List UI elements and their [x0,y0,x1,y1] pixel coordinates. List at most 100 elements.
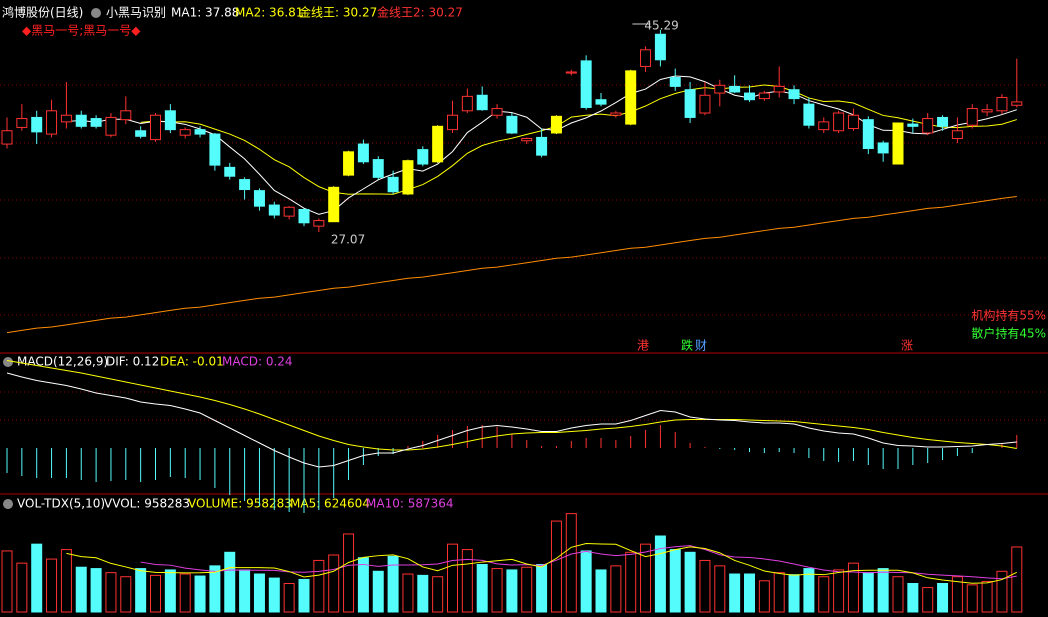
low-label: 27.07 [331,233,365,247]
candle-body [669,77,681,87]
candle-body [16,118,28,128]
vol-ma10-line [140,545,1017,580]
volume-bar [253,573,265,613]
volume-bar [357,557,369,613]
volume-bar [60,549,72,613]
candle-body [328,186,340,223]
candle-body [966,108,978,126]
volume-bar [491,568,503,613]
candle-body [357,143,369,163]
candle-body [580,60,592,108]
volume-bar [714,565,726,613]
candle-body [179,129,191,136]
candle-body [595,99,607,105]
candle-body [150,114,161,141]
candle-body [90,118,102,127]
event-tag[interactable]: 跌 [681,338,693,353]
candle-body [1,130,13,145]
volume-bar [610,565,622,613]
volume-bar [744,573,755,613]
high-label: 45.29 [644,18,678,32]
volume-bar [729,573,741,613]
candle-body [239,179,251,191]
volume-bar [521,566,533,613]
menu-icon[interactable] [3,499,13,509]
volume-bar [328,554,340,613]
candle-body [729,85,741,93]
candle-body [298,208,310,224]
candle-body [1011,101,1023,106]
candle-body [164,110,176,131]
candle-body [684,89,696,118]
volume-bar [699,559,711,613]
volume-bar [447,543,458,613]
event-tag[interactable]: 涨 [901,338,913,353]
candle-body [447,114,458,131]
holding-label: 散户持有45% [971,326,1046,341]
volume-bar [343,533,355,613]
volume-bar [536,564,548,613]
volume-bar [268,577,280,613]
menu-icon[interactable] [3,357,13,367]
volume-bar [461,549,473,613]
candle-body [788,89,800,100]
macd-title: MACD(12,26,9) [17,355,108,369]
menu-icon[interactable] [91,8,101,18]
volume-bar [833,569,845,613]
volume-bar [209,565,221,613]
volume-bar [550,520,562,613]
volume-bar [506,569,518,613]
event-tag[interactable]: 港 [637,339,649,353]
candle-body [46,110,58,135]
candle-body [491,108,503,116]
volume-bar [595,569,607,613]
volume-bar [239,569,251,613]
candle-body [640,49,652,67]
volume-bar [684,551,696,613]
candle-body [773,85,785,93]
candle-body [521,138,533,142]
volume-bar [298,578,310,613]
candle-body [417,149,429,165]
indicator-name: 小黑马识别 [106,6,166,20]
candle-body [565,71,577,74]
volume-bar [640,543,652,613]
candle-body [283,206,295,217]
vol-ma5-line [66,542,1018,584]
candle-body [758,92,770,100]
candle-body [847,114,859,130]
volume-label: VOLUME: 958283 [188,497,292,511]
candle-body [387,176,399,193]
gold2-label: 金线王2: 30.27 [377,5,463,20]
volume-bar [625,551,637,613]
volume-bar [90,568,102,613]
candle-body [744,92,755,101]
ma1-label: MA1: 37.88 [171,6,239,20]
volume-bar [313,559,325,613]
candle-body [60,114,72,123]
volume-bar [372,570,384,613]
volume-bar [194,575,206,613]
candle-body [194,129,206,135]
event-tag[interactable]: 财 [695,339,707,353]
candle-body [996,96,1008,112]
volume-bar [417,574,429,613]
volume-bar [981,580,993,613]
volume-bar [951,576,963,613]
candle-body [135,130,147,137]
candle-body [343,151,355,176]
volume-bar [1,550,13,613]
dea-label: DEA: -0.01 [160,355,224,369]
candle-body [105,116,117,136]
candle-body [625,70,637,125]
gold-label: 金线王: 30.27 [299,5,377,20]
signal-note: ◆黑马一号;黑马一号◆ [22,24,141,38]
candle-body [877,142,889,154]
holding-label: 机构持有55% [971,308,1046,323]
candle-body [313,220,325,227]
volume-bar [937,583,949,613]
volume-bar [179,573,191,613]
volume-bar [75,566,87,613]
volume-bar [654,535,666,613]
